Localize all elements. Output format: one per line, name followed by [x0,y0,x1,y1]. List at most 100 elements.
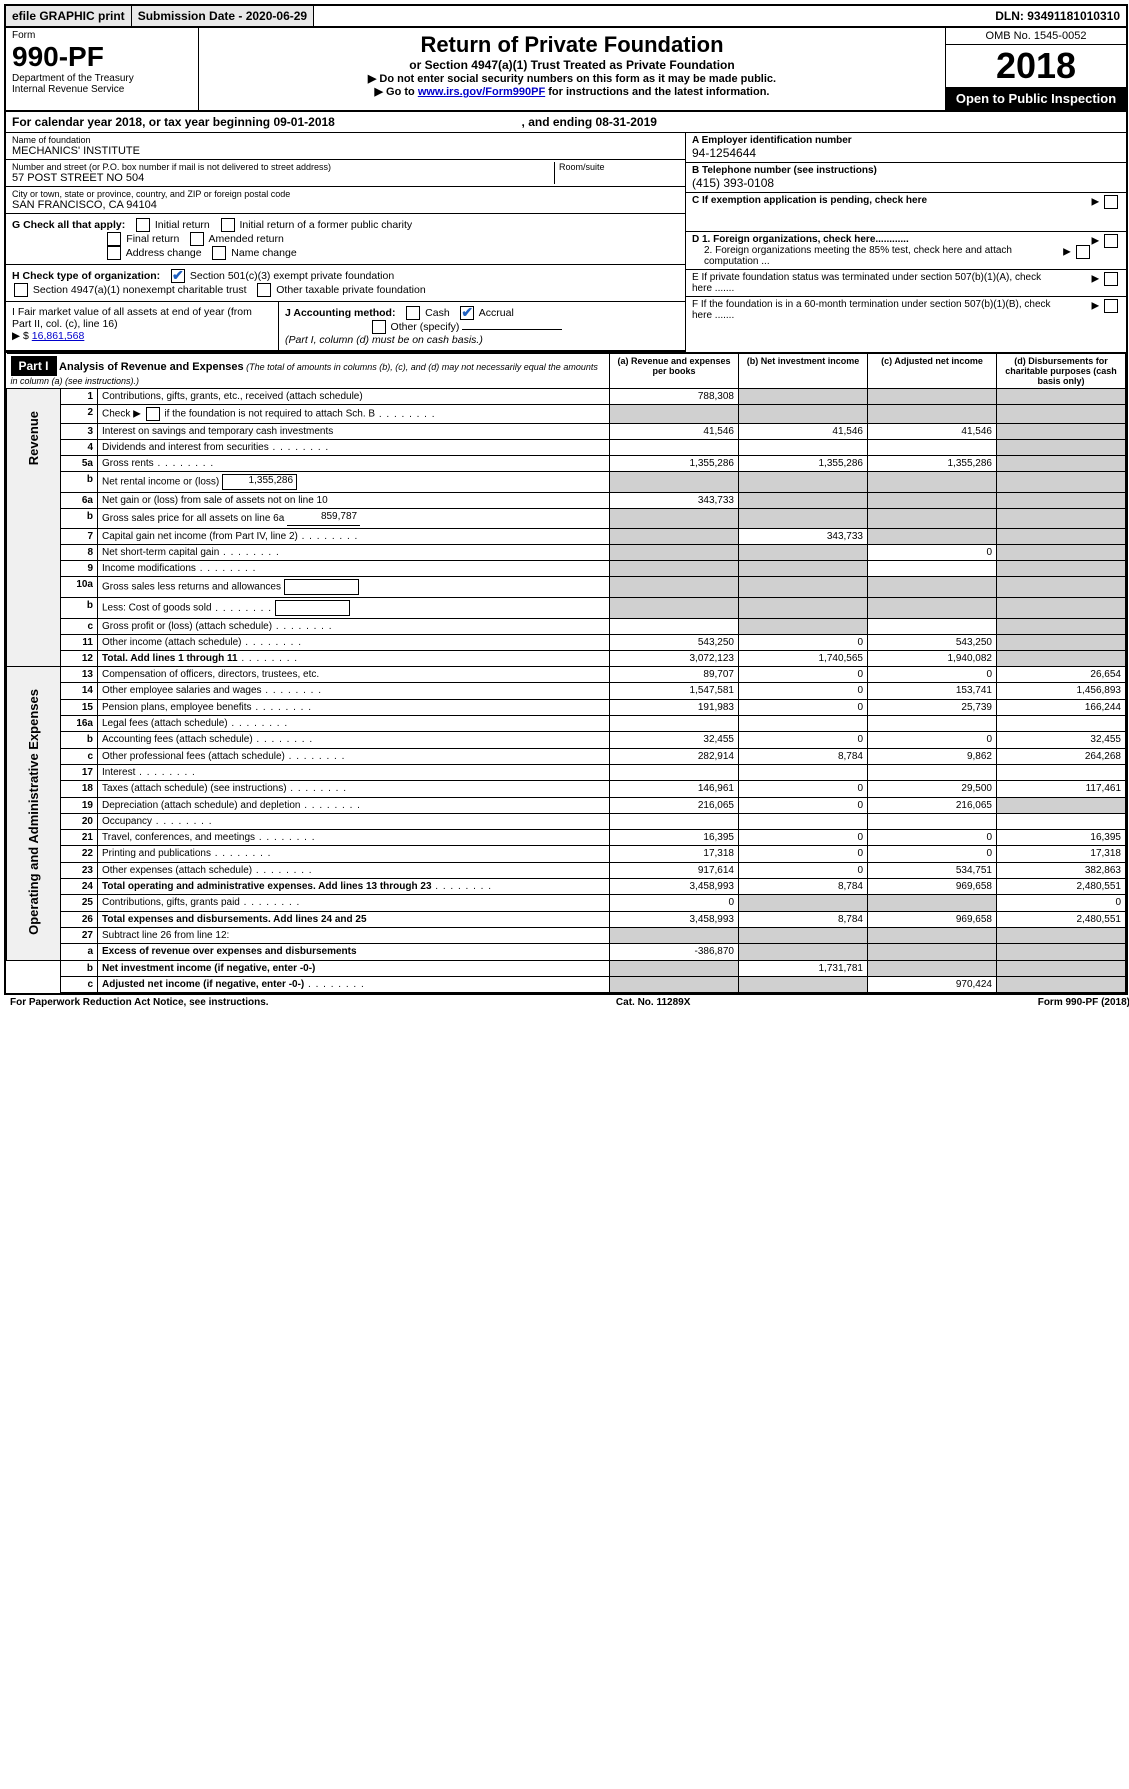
line-13-d: 26,654 [997,667,1126,683]
chk-address-change[interactable] [107,246,121,260]
chk-d2[interactable] [1076,245,1090,259]
line-21-num: 21 [61,830,98,846]
efile-button[interactable]: efile GRAPHIC print [6,6,132,26]
instructions-link[interactable]: www.irs.gov/Form990PF [418,86,545,98]
line-22-num: 22 [61,846,98,862]
line-13-b: 0 [739,667,868,683]
chk-final-return[interactable] [107,232,121,246]
line-11-b: 0 [739,635,868,651]
line-22-b: 0 [739,846,868,862]
e-label: E If private foundation status was termi… [692,272,1052,294]
line-9-num: 9 [61,561,98,577]
line-16b-d: 32,455 [997,732,1126,748]
line-19-a: 216,065 [610,797,739,813]
line-6b-box: 859,787 [287,511,360,526]
line-27b-num: b [61,960,98,976]
line-20-desc: Occupancy [102,816,152,827]
line-16b-b: 0 [739,732,868,748]
form-header: Form 990-PF Department of the Treasury I… [6,28,1126,112]
chk-accrual[interactable] [460,306,474,320]
revenue-side-label: Revenue [26,391,41,485]
line-23-b: 0 [739,862,868,878]
line-6b-desc: Gross sales price for all assets on line… [102,513,284,524]
line-4-num: 4 [61,440,98,456]
col-c-header: (c) Adjusted net income [868,354,997,389]
chk-cash[interactable] [406,306,420,320]
chk-name-change[interactable] [212,246,226,260]
line-2-pre: Check ▶ [102,409,144,420]
line-3-num: 3 [61,424,98,440]
line-15-b: 0 [739,699,868,715]
part1-title: Analysis of Revenue and Expenses [59,361,244,373]
line-18-c: 29,500 [868,781,997,797]
line-12-num: 12 [61,651,98,667]
f-label: F If the foundation is in a 60-month ter… [692,299,1052,321]
line-25-d: 0 [997,895,1126,911]
line-8-desc: Net short-term capital gain [102,547,219,558]
opt-initial-former: Initial return of a former public charit… [239,219,412,231]
city-state-zip: SAN FRANCISCO, CA 94104 [12,199,679,211]
line-11-a: 543,250 [610,635,739,651]
row-10b: b Less: Cost of goods sold [7,598,1126,619]
footer-right: Form 990-PF (2018) [1038,997,1129,1008]
line-25-num: 25 [61,895,98,911]
opt-501c3: Section 501(c)(3) exempt private foundat… [190,270,394,282]
j-note: (Part I, column (d) must be on cash basi… [285,334,483,346]
line-26-num: 26 [61,911,98,927]
opt-address-change: Address change [126,247,202,259]
section-ij: I Fair market value of all assets at end… [6,302,685,352]
i-label: I Fair market value of all assets at end… [12,306,252,330]
line-16c-d: 264,268 [997,748,1126,764]
line-23-desc: Other expenses (attach schedule) [102,865,252,876]
chk-other-method[interactable] [372,320,386,334]
line-24-num: 24 [61,879,98,895]
line-16c-num: c [61,748,98,764]
line-27a-num: a [61,944,98,961]
line-24-desc: Total operating and administrative expen… [102,881,432,892]
row-16b: b Accounting fees (attach schedule) 32,4… [7,732,1126,748]
line-5b-desc: Net rental income or (loss) [102,477,219,488]
line-18-d: 117,461 [997,781,1126,797]
chk-initial-return[interactable] [136,218,150,232]
tax-year: 2018 [946,45,1126,87]
line-25-desc: Contributions, gifts, grants paid [102,897,240,908]
line-18-num: 18 [61,781,98,797]
chk-4947[interactable] [14,283,28,297]
chk-sch-b[interactable] [146,407,160,421]
line-12-desc: Total. Add lines 1 through 11 [102,653,238,664]
row-4: 4 Dividends and interest from securities [7,440,1126,456]
chk-501c3[interactable] [171,269,185,283]
form-number: 990-PF [12,41,192,73]
line-27-desc: Subtract line 26 from line 12: [98,928,610,944]
phone-label: B Telephone number (see instructions) [692,165,877,176]
info-grid: Name of foundation MECHANICS' INSTITUTE … [6,133,1126,353]
row-19: 19 Depreciation (attach schedule) and de… [7,797,1126,813]
chk-c[interactable] [1104,195,1118,209]
line-15-desc: Pension plans, employee benefits [102,702,252,713]
row-14: 14 Other employee salaries and wages 1,5… [7,683,1126,699]
line-27-num: 27 [61,928,98,944]
line-7-num: 7 [61,529,98,545]
line-21-d: 16,395 [997,830,1126,846]
line-23-a: 917,614 [610,862,739,878]
line-10b-box [275,600,350,616]
line-24-d: 2,480,551 [997,879,1126,895]
chk-amended[interactable] [190,232,204,246]
line-19-desc: Depreciation (attach schedule) and deple… [102,800,300,811]
note2-pre: ▶ Go to [375,86,418,98]
chk-f[interactable] [1104,299,1118,313]
line-23-d: 382,863 [997,862,1126,878]
line-21-c: 0 [868,830,997,846]
line-14-desc: Other employee salaries and wages [102,685,262,696]
fmv-link[interactable]: 16,861,568 [32,330,85,342]
col-b-header: (b) Net investment income [739,354,868,389]
foundation-name: MECHANICS' INSTITUTE [12,145,679,157]
chk-initial-former[interactable] [221,218,235,232]
chk-e[interactable] [1104,272,1118,286]
chk-d1[interactable] [1104,234,1118,248]
line-1-desc: Contributions, gifts, grants, etc., rece… [98,389,610,405]
line-3-a: 41,546 [610,424,739,440]
row-25: 25 Contributions, gifts, grants paid 0 0 [7,895,1126,911]
chk-other-taxable[interactable] [257,283,271,297]
line-2-num: 2 [61,405,98,424]
